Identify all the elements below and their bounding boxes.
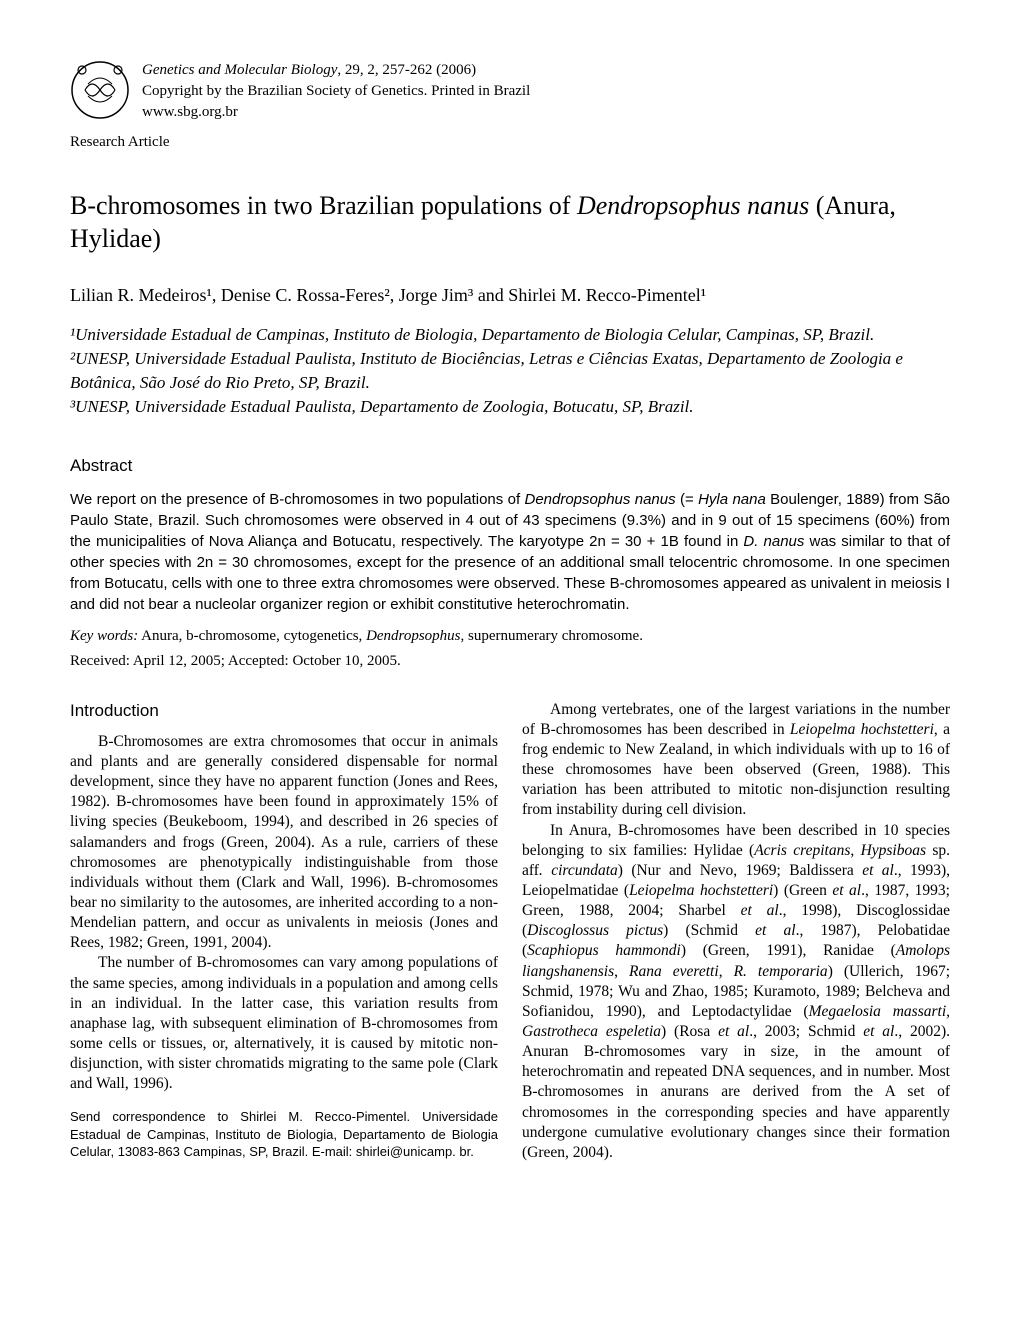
p4-part-6: ) (Nur and Nevo, 1969; Baldissera [618,862,862,879]
introduction-heading: Introduction [70,700,498,722]
keywords: Key words: Anura, b-chromosome, cytogene… [70,627,950,647]
journal-info: Genetics and Molecular Biology, 29, 2, 2… [142,60,530,123]
p4-part-28: ) (Rosa [661,1023,718,1040]
body-columns: Introduction B-Chromosomes are extra chr… [70,700,950,1163]
article-title: B-chromosomes in two Brazilian populatio… [70,189,950,257]
p4-part-31: et al [863,1023,894,1040]
p4-part-19: Scaphiopus hammondi [527,942,681,959]
p4-part-9: Leiopelma hochstetteri [629,882,773,899]
keywords-part-2: , supernumerary chromosome. [461,628,643,644]
affiliation-2: ²UNESP, Universidade Estadual Paulista, … [70,347,950,395]
p4-part-13: et al [741,902,779,919]
p4-part-20: ) (Green, 1991), Ranidae ( [681,942,896,959]
authors: Lilian R. Medeiros¹, Denise C. Rossa-Fer… [70,284,950,307]
abstract-part-0: We report on the presence of B-chromosom… [70,491,524,508]
p4-part-2: , [850,842,860,859]
p4-part-5: . circundata [539,862,618,879]
p4-part-16: ) (Schmid [663,922,755,939]
abstract-part-1: Dendropsophus nanus [524,491,675,508]
p4-part-11: et al [832,882,861,899]
title-pre: B-chromosomes in two Brazilian populatio… [70,191,577,220]
p4-part-30: ., 2003; Schmid [749,1023,863,1040]
p4-part-29: et al [718,1023,749,1040]
p4-part-17: et al [755,922,795,939]
journal-logo [70,60,130,120]
p4-part-25: R. temporaria [734,963,828,980]
journal-website: www.sbg.org.br [142,102,530,123]
abstract-heading: Abstract [70,455,950,477]
journal-citation-detail: , 29, 2, 257-262 (2006) [337,62,476,78]
p4-part-3: Hypsiboas [861,842,926,859]
header-row: Genetics and Molecular Biology, 29, 2, 2… [70,60,950,123]
journal-copyright: Copyright by the Brazilian Society of Ge… [142,81,530,102]
article-type: Research Article [70,133,950,153]
title-species: Dendropsophus nanus [577,191,809,220]
intro-p1: B-Chromosomes are extra chromosomes that… [70,732,498,954]
journal-citation: Genetics and Molecular Biology, 29, 2, 2… [142,60,530,81]
p3-part-1: Leiopelma hochstetteri [790,721,934,738]
p4-part-7: et al [862,862,894,879]
abstract-part-5: D. nanus [743,533,804,550]
keywords-part-1: Dendropsophus [366,628,460,644]
abstract-part-2: (= [676,491,698,508]
abstract-text: We report on the presence of B-chromosom… [70,489,950,615]
p4-part-32: ., 2002). Anuran B-chromosomes vary in s… [522,1023,950,1161]
keywords-label: Key words: [70,628,138,644]
intro-p4: In Anura, B-chromosomes have been descri… [522,821,950,1163]
p4-part-1: Acris crepitans [754,842,850,859]
p4-part-22: , [614,963,629,980]
affiliation-3: ³UNESP, Universidade Estadual Paulista, … [70,395,950,419]
dates: Received: April 12, 2005; Accepted: Octo… [70,652,950,672]
journal-name: Genetics and Molecular Biology [142,62,337,78]
intro-p2: The number of B-chromosomes can vary amo… [70,953,498,1094]
keywords-part-0: Anura, b-chromosome, cytogenetics, [138,628,366,644]
affiliations: ¹Universidade Estadual de Campinas, Inst… [70,323,950,418]
correspondence: Send correspondence to Shirlei M. Recco-… [70,1108,498,1161]
p4-part-15: Discoglossus pictus [527,922,663,939]
affiliation-1: ¹Universidade Estadual de Campinas, Inst… [70,323,950,347]
abstract-part-3: Hyla nana [698,491,766,508]
p4-part-10: ) (Green [773,882,832,899]
p4-part-24: , [719,963,734,980]
intro-p3: Among vertebrates, one of the largest va… [522,700,950,821]
p4-part-23: Rana everetti [629,963,719,980]
